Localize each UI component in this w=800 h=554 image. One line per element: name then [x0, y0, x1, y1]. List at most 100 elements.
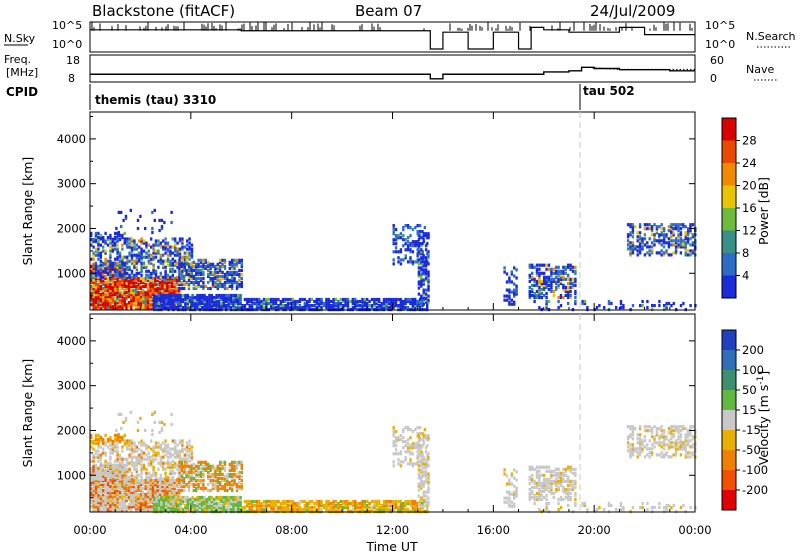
power-cell — [223, 280, 227, 285]
power-cell — [646, 227, 649, 231]
velocity-cell — [406, 462, 410, 466]
power-cell — [631, 245, 635, 249]
power-cell — [109, 282, 112, 287]
power-cell — [158, 282, 162, 287]
power-cell — [106, 301, 110, 305]
velocity-cell — [92, 495, 95, 499]
power-cell — [197, 258, 200, 262]
velocity-cell — [153, 495, 156, 500]
velocity-cell — [169, 501, 173, 506]
velocity-cell — [159, 445, 162, 449]
velocity-cell — [282, 499, 285, 504]
power-cell — [533, 295, 536, 300]
velocity-cell — [197, 466, 200, 470]
power-cell — [90, 303, 93, 307]
power-cell — [164, 265, 167, 269]
power-cell — [139, 297, 143, 301]
velocity-cell — [118, 490, 122, 495]
power-cell — [172, 306, 175, 310]
power-cell — [173, 276, 176, 281]
power-cell — [510, 272, 513, 276]
velocity-cell — [134, 486, 138, 491]
velocity-cell — [106, 486, 110, 491]
power-cell — [349, 299, 352, 304]
power-cell — [94, 276, 98, 281]
power-cell — [689, 229, 692, 233]
velocity-cell — [231, 478, 234, 483]
power-cell — [308, 304, 311, 308]
power-cell — [156, 293, 159, 297]
velocity-cell — [238, 460, 241, 464]
power-cell — [151, 226, 154, 231]
power-cell — [547, 263, 551, 267]
power-cell — [199, 260, 203, 264]
velocity-cell — [162, 461, 165, 465]
power-cell — [176, 251, 179, 255]
velocity-cell — [424, 434, 428, 438]
power-cell — [634, 225, 637, 229]
power-cell — [169, 297, 173, 302]
power-cell — [394, 228, 398, 232]
power-cell — [674, 249, 678, 253]
power-cell — [631, 249, 635, 253]
power-cell — [211, 282, 215, 287]
power-cell — [92, 273, 95, 277]
velocity-cell — [172, 495, 175, 500]
power-cell — [508, 302, 511, 306]
power-cell — [535, 279, 539, 283]
power-cell — [538, 277, 541, 281]
power-cell — [156, 291, 159, 295]
power-cell — [99, 299, 102, 303]
power-cell — [667, 237, 671, 241]
power-cell — [540, 287, 543, 291]
velocity-cell — [177, 506, 180, 510]
power-cell — [164, 243, 167, 247]
velocity-cell — [306, 506, 309, 510]
power-cell — [159, 261, 162, 265]
power-cell — [118, 251, 122, 255]
velocity-cell — [178, 488, 181, 493]
power-cell — [145, 265, 148, 269]
velocity-cell — [137, 503, 140, 507]
nave-label: Nave — [746, 63, 774, 76]
power-cell — [185, 282, 188, 287]
power-cell — [144, 291, 147, 295]
power-cell — [127, 301, 131, 305]
power-cell — [399, 301, 402, 306]
velocity-cell — [196, 499, 199, 504]
velocity-cell — [155, 499, 158, 504]
power-cell — [243, 297, 247, 302]
velocity-cell — [135, 473, 138, 477]
power-cell — [104, 293, 107, 297]
velocity-cell — [394, 452, 398, 456]
velocity-cell — [427, 436, 430, 440]
velocity-cell — [118, 509, 122, 513]
velocity-cell — [233, 482, 236, 487]
power-cell — [422, 232, 425, 236]
velocity-cell — [102, 493, 105, 497]
power-cell — [201, 306, 204, 310]
velocity-cell — [121, 461, 124, 465]
velocity-cell — [315, 499, 318, 504]
velocity-cell — [235, 464, 239, 468]
velocity-cell — [188, 459, 191, 463]
power-cell — [581, 301, 584, 306]
velocity-cell — [90, 468, 93, 472]
velocity-cell — [306, 508, 309, 512]
power-cell — [196, 304, 199, 308]
power-cell — [94, 249, 98, 253]
velocity-cell — [140, 465, 143, 469]
velocity-cell — [94, 501, 98, 505]
power-cell — [214, 264, 217, 268]
power-cell — [121, 235, 124, 240]
velocity-cell — [238, 462, 241, 466]
power-cell — [234, 295, 237, 300]
velocity-cell — [142, 499, 145, 503]
velocity-cell — [233, 468, 236, 472]
power-cell — [406, 224, 410, 228]
power-cell — [151, 303, 155, 307]
power-cell — [92, 237, 95, 242]
power-cell — [97, 305, 100, 309]
power-cell — [233, 262, 236, 266]
velocity-cell — [92, 503, 95, 507]
